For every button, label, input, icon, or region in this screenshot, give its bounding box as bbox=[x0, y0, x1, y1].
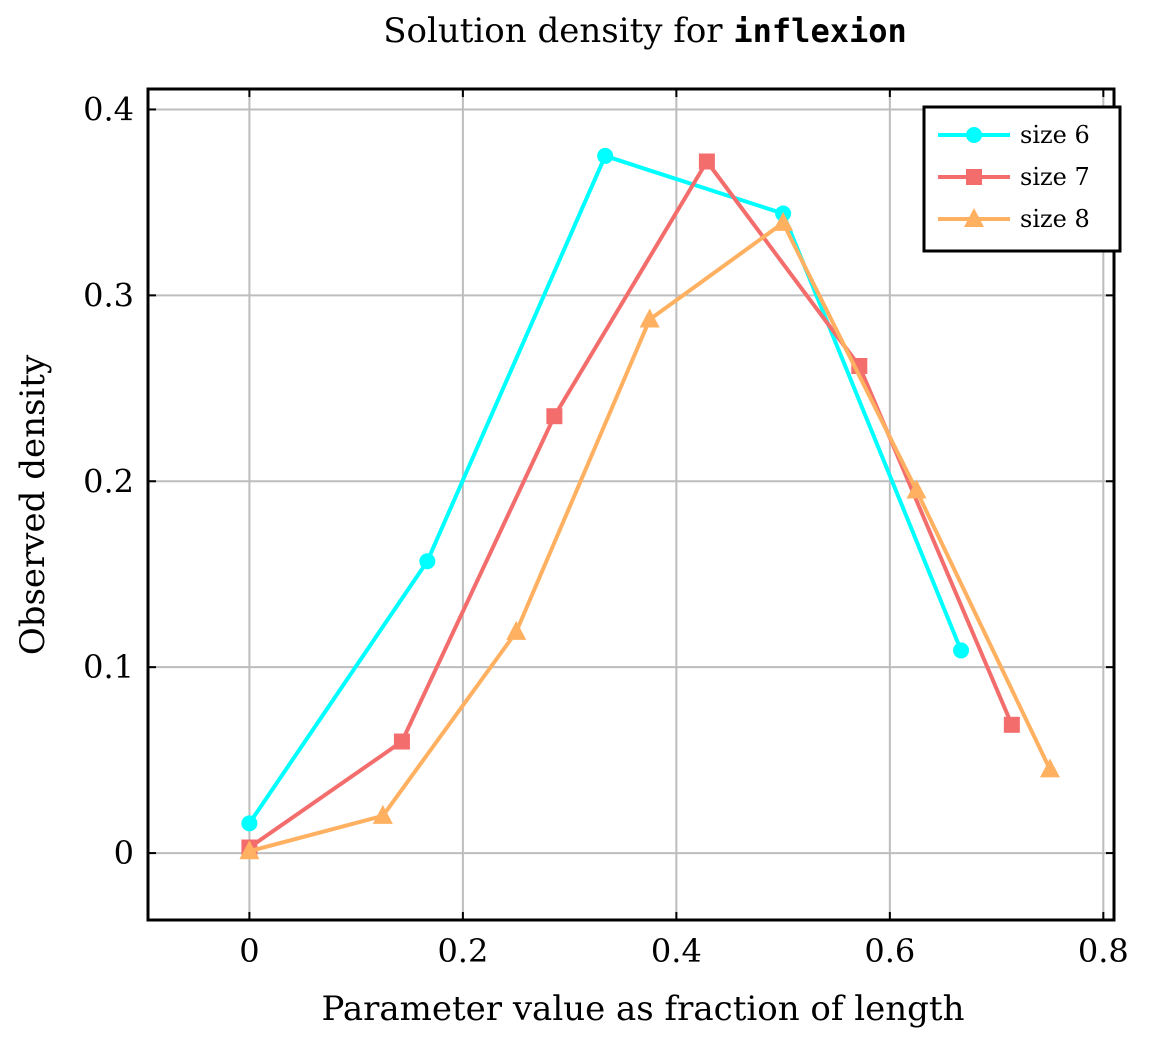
plot-frame bbox=[146, 87, 1116, 922]
x-tick-label: 0.2 bbox=[437, 932, 488, 970]
y-tick-label: 0.4 bbox=[83, 90, 134, 128]
x-tick-label: 0.8 bbox=[1078, 932, 1129, 970]
legend: size 6 size 7 size 8 bbox=[922, 105, 1122, 253]
legend-item: size 7 bbox=[938, 163, 1090, 191]
chart-title-prefix: Solution density for bbox=[383, 11, 733, 51]
data-point bbox=[239, 840, 260, 860]
y-tick-label: 0.2 bbox=[83, 462, 134, 500]
data-point bbox=[953, 642, 970, 659]
series-size-6 bbox=[241, 147, 970, 832]
y-tick-label: 0.3 bbox=[83, 276, 134, 314]
data-point bbox=[506, 620, 527, 640]
data-point bbox=[393, 733, 410, 750]
legend-item: size 6 bbox=[938, 121, 1090, 149]
data-point bbox=[906, 479, 927, 499]
data-point bbox=[698, 153, 715, 170]
legend-label: size 6 bbox=[1020, 121, 1090, 149]
y-tick-label: 0 bbox=[114, 834, 134, 872]
plot-series bbox=[239, 147, 1060, 860]
data-point bbox=[1003, 716, 1020, 733]
legend-label: size 8 bbox=[1020, 205, 1090, 233]
axis-ticks: 0 0.2 0.4 0.6 0.8 0 0.1 0.2 0.3 0.4 bbox=[83, 89, 1129, 970]
legend-marker bbox=[966, 169, 982, 185]
legend-marker bbox=[964, 208, 984, 227]
data-point bbox=[546, 408, 563, 425]
y-tick-label: 0.1 bbox=[83, 648, 134, 686]
data-point bbox=[241, 815, 258, 832]
x-tick-label: 0 bbox=[239, 932, 259, 970]
series-size-8 bbox=[239, 211, 1060, 860]
data-point bbox=[419, 553, 436, 570]
legend-item: size 8 bbox=[938, 205, 1090, 233]
x-tick-label: 0.4 bbox=[651, 932, 702, 970]
legend-marker bbox=[966, 127, 982, 143]
data-point bbox=[773, 211, 794, 231]
chart-title-code: inflexion bbox=[733, 12, 906, 50]
data-point bbox=[1039, 758, 1060, 778]
series-line bbox=[247, 153, 963, 825]
legend-label: size 7 bbox=[1020, 163, 1090, 191]
series-line bbox=[248, 159, 1014, 850]
data-point bbox=[597, 147, 614, 164]
chart-title: Solution density for inflexion bbox=[383, 11, 907, 51]
y-axis-label: Observed density bbox=[13, 354, 53, 655]
x-axis-label: Parameter value as fraction of length bbox=[322, 989, 965, 1029]
x-tick-label: 0.6 bbox=[864, 932, 915, 970]
data-point bbox=[372, 804, 393, 824]
data-point bbox=[639, 308, 660, 328]
